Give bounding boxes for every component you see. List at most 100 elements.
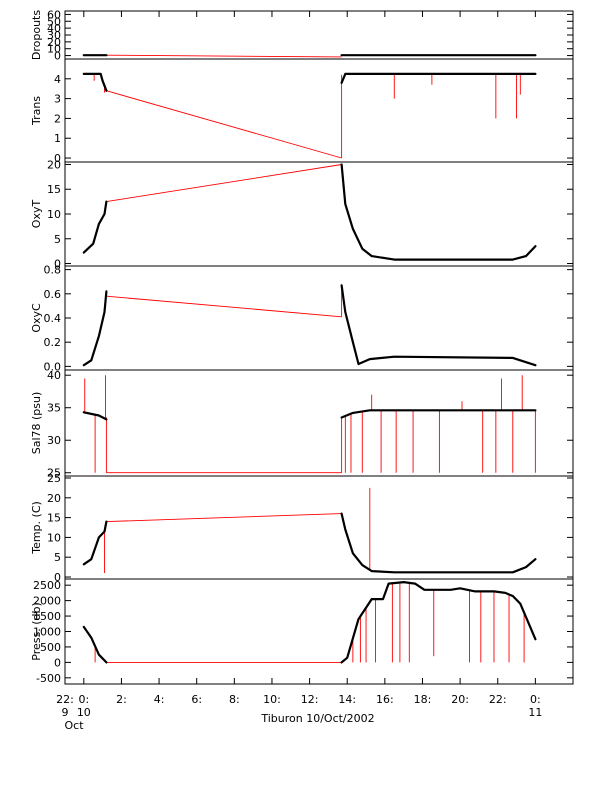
gap-line	[106, 513, 342, 523]
y-tick-label: 0	[54, 258, 61, 271]
panel-frame	[64, 10, 574, 60]
x-tick-label: 0:	[78, 693, 89, 706]
y-tick-label: 30	[47, 434, 61, 447]
x-tick-label: 22:	[56, 693, 74, 706]
x-tick-sublabel: 11	[528, 706, 542, 719]
x-tick-label: 8:	[229, 693, 240, 706]
panel-oxyc: 0.0 0.2 0.4 0.6 0.8 OxyC	[30, 264, 574, 373]
y-axis-label: Trans	[30, 96, 43, 126]
x-tick-label: 12:	[301, 693, 319, 706]
y-tick-label: 1000	[33, 626, 61, 639]
series-line	[340, 284, 537, 367]
y-tick-label: 0.8	[44, 264, 62, 277]
y-tick-label: 5	[54, 551, 61, 564]
y-tick-label: 15	[47, 183, 61, 196]
panel-data	[82, 54, 537, 58]
panel-temp: 0 5 10 15 20 25 Temp. (C)	[30, 472, 574, 584]
chart-panels: 0102030405060Dropouts01234Trans05101520O…	[30, 8, 574, 685]
series-line	[340, 409, 537, 419]
y-tick-label: 1500	[33, 610, 61, 623]
gap-line	[106, 90, 342, 159]
y-tick-label: 0.2	[44, 336, 62, 349]
panel-sal78: 25 30 35 40 Sal78 (psu)	[30, 369, 574, 480]
panel-data	[82, 375, 537, 474]
y-tick-label: 0.4	[44, 312, 62, 325]
gap-line	[106, 295, 342, 318]
y-axis-label: Temp. (C)	[30, 501, 43, 555]
panel-press: -500 0 500 1000 1500 2000 2500 Press. (db)	[30, 578, 574, 685]
y-axis-label: OxyT	[30, 200, 43, 229]
y-tick-label: 0	[54, 571, 61, 584]
panel-frame	[64, 578, 574, 685]
y-tick-label: 25	[47, 467, 61, 480]
y-tick-label: 0.0	[44, 360, 62, 373]
y-tick-label: 0	[54, 50, 61, 63]
panel-frame	[64, 265, 574, 371]
y-axis-label: Dropouts	[30, 10, 43, 60]
series-line	[340, 72, 537, 84]
x-tick-label: 14:	[338, 693, 356, 706]
series-line	[340, 163, 537, 261]
panel-frame	[64, 161, 574, 267]
y-tick-label: 500	[40, 641, 61, 654]
y-tick-label: 60	[47, 8, 61, 21]
y-axis-label: Sal78 (psu)	[30, 392, 43, 455]
series-line	[82, 290, 108, 367]
panel-data	[82, 487, 537, 574]
x-tick-label: 18:	[414, 693, 432, 706]
x-tick-sublabel: 10	[77, 706, 91, 719]
y-tick-label: 1	[54, 132, 61, 145]
y-tick-label: 20	[47, 36, 61, 49]
x-tick-label: 10:	[263, 693, 281, 706]
panel-frame	[64, 369, 574, 477]
y-tick-label: 20	[47, 492, 61, 505]
x-tick-sublabel: 9	[62, 706, 69, 719]
series-line	[82, 520, 108, 566]
series-line	[82, 200, 108, 254]
panel-data	[82, 72, 537, 159]
panel-frame	[64, 475, 574, 580]
y-tick-label: 10	[47, 43, 61, 56]
y-tick-label: 0	[54, 656, 61, 669]
y-tick-label: 50	[47, 15, 61, 28]
x-tick-label: 0:	[530, 693, 541, 706]
y-tick-label: 4	[54, 73, 61, 86]
y-tick-label: 0.6	[44, 288, 62, 301]
x-tick-label: 22:	[489, 693, 507, 706]
y-tick-label: 10	[47, 208, 61, 221]
y-tick-label: 30	[47, 29, 61, 42]
x-tick-label: 2:	[116, 693, 127, 706]
series-line	[82, 625, 108, 664]
x-axis-title: Tiburon 10/Oct/2002	[260, 712, 374, 725]
y-tick-label: 2500	[33, 579, 61, 592]
gap-line	[106, 54, 342, 58]
x-tick-sublabel: Oct	[64, 719, 84, 732]
y-tick-label: 10	[47, 531, 61, 544]
y-tick-label: 3	[54, 93, 61, 106]
series-line	[340, 581, 537, 664]
panel-oxyt: 0 5 10 15 20 OxyT	[30, 158, 574, 271]
x-tick-label: 4:	[154, 693, 165, 706]
panel-data	[82, 163, 537, 261]
x-tick-label: 20:	[451, 693, 469, 706]
y-axis-label: OxyC	[30, 303, 43, 333]
y-tick-label: 40	[47, 22, 61, 35]
x-tick-label: 6:	[191, 693, 202, 706]
x-tick-label: 16:	[376, 693, 394, 706]
series-line	[340, 512, 537, 574]
y-tick-label: 40	[47, 369, 61, 382]
y-tick-label: 20	[47, 158, 61, 171]
y-tick-label: 35	[47, 402, 61, 415]
y-tick-label: 5	[54, 233, 61, 246]
series-line	[82, 411, 108, 421]
y-tick-label: 2	[54, 112, 61, 125]
gap-line	[106, 164, 342, 203]
panel-data	[82, 581, 537, 664]
panel-trans: 0 1 2 3 4 Trans	[30, 58, 574, 165]
y-tick-label: 25	[47, 472, 61, 485]
series-line	[82, 72, 108, 92]
y-tick-label: -500	[36, 672, 61, 685]
